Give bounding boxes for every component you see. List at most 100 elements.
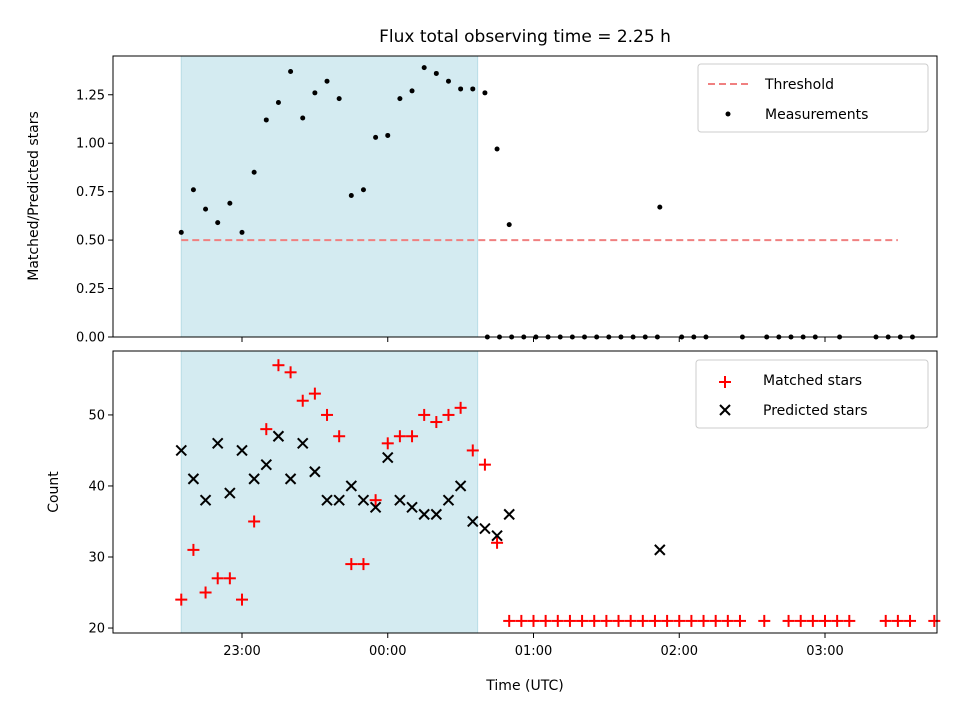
measurement-point	[300, 115, 306, 121]
matched-stars-point	[393, 430, 406, 443]
measurement-point	[190, 187, 196, 193]
measurement-point	[336, 96, 342, 102]
measurement-point	[482, 90, 488, 96]
matched-stars-point	[600, 614, 613, 627]
predicted-stars-point	[260, 458, 272, 471]
predicted-stars-point	[199, 494, 212, 506]
predicted-stars-point	[418, 508, 430, 521]
measurement-point	[324, 78, 330, 84]
measurement-point	[397, 96, 403, 102]
chart-title: Flux total observing time = 2.25 h	[379, 27, 671, 47]
predicted-stars-point	[491, 529, 503, 542]
matched-stars-point	[381, 437, 394, 450]
ratio-y-axis-label: Matched/Predicted stars	[26, 111, 42, 281]
count-panel-frame	[112, 350, 938, 634]
matched-stars-point	[539, 614, 552, 627]
predicted-stars-point	[333, 494, 345, 506]
matched-stars-point	[175, 593, 188, 606]
matched-stars-point	[563, 614, 576, 627]
matched-stars-point	[806, 614, 819, 627]
matched-stars-point	[272, 359, 285, 372]
matched-stars-point	[406, 430, 419, 443]
measurement-point	[445, 78, 451, 84]
predicted-stars-point	[406, 501, 418, 513]
predicted-legend-label: Predicted stars	[763, 403, 868, 419]
matched-stars-point	[758, 614, 771, 627]
measurement-point	[373, 134, 379, 140]
y-tick-label: 30	[88, 550, 105, 565]
matched-stars-point	[928, 614, 941, 627]
count-x-ticks: 23:00 00:00 01:00 02:00 03:00	[223, 633, 844, 659]
measurement-point	[409, 88, 415, 94]
matched-stars-point	[321, 408, 334, 421]
predicted-stars-point	[248, 473, 260, 485]
matched-stars-point	[648, 614, 661, 627]
y-tick-label: 20	[88, 622, 105, 637]
matched-legend-label: Matched stars	[763, 373, 862, 389]
matched-stars-point	[831, 614, 844, 627]
predicted-stars-point	[654, 544, 666, 556]
matched-stars-point	[685, 614, 698, 627]
predicted-stars-point	[503, 508, 515, 521]
count-y-ticks: 20 30 40 50	[88, 408, 113, 637]
predicted-stars-point	[224, 487, 236, 499]
predicted-stars-point	[284, 473, 297, 485]
count-panel: 20 30 40 50 23:00 00:00 01:00 02:00 03:00 Count…	[46, 350, 941, 694]
x-axis-label: Time (UTC)	[485, 678, 563, 694]
x-tick-label: 03:00	[806, 644, 843, 659]
predicted-stars-point	[272, 430, 285, 442]
predicted-stars-point	[467, 515, 479, 528]
predicted-stars-point	[297, 437, 309, 450]
count-y-axis-label: Count	[46, 471, 62, 513]
matched-stars-point	[308, 387, 321, 400]
matched-stars-point	[721, 614, 734, 627]
y-tick-label: 50	[88, 408, 105, 423]
matched-stars-point	[357, 558, 370, 571]
predicted-legend-marker	[719, 404, 731, 416]
matched-stars-point	[466, 444, 479, 457]
predicted-stars-point	[321, 494, 333, 506]
measurement-point	[470, 86, 476, 92]
matched-legend-marker	[719, 376, 731, 388]
measurement-point	[657, 204, 663, 210]
matched-stars-point	[819, 614, 831, 627]
matched-stars-point	[296, 394, 309, 407]
matched-stars-point	[697, 614, 710, 627]
matched-stars-point	[333, 430, 346, 443]
predicted-stars-point	[479, 522, 491, 535]
measurement-point	[178, 229, 184, 235]
y-tick-label: 40	[88, 479, 105, 494]
matched-stars-point	[904, 614, 917, 627]
matched-stars-point	[478, 458, 491, 471]
matched-stars-point	[442, 408, 455, 421]
predicted-stars-point	[212, 437, 224, 450]
y-tick-label: 0.25	[76, 282, 105, 297]
x-tick-label: 00:00	[369, 644, 406, 659]
matched-stars-point	[515, 614, 528, 627]
y-tick-label: 0.00	[76, 331, 105, 346]
measurement-point	[385, 132, 391, 138]
measurements-legend-label: Measurements	[765, 107, 868, 123]
matched-stars-point	[454, 401, 467, 414]
matched-stars-point	[636, 614, 649, 627]
y-tick-label: 1.00	[76, 137, 105, 152]
predicted-stars-point	[369, 501, 382, 513]
matched-stars-point	[503, 614, 516, 627]
matched-stars-point	[211, 572, 224, 585]
predicted-stars-point	[236, 444, 248, 457]
measurement-point	[263, 117, 269, 123]
measurement-point	[433, 70, 439, 76]
matched-stars-point	[345, 558, 358, 571]
measurements-legend-marker	[725, 111, 731, 117]
matched-stars-point	[673, 614, 686, 627]
measurement-point	[227, 200, 233, 206]
ratio-y-ticks: 0.00 0.25 0.50 0.75 1.00 1.25	[76, 88, 113, 346]
measurement-point	[421, 65, 427, 71]
predicted-stars-point	[187, 473, 200, 485]
ratio-panel-frame	[112, 55, 938, 338]
ratio-x-ticks	[241, 337, 826, 342]
count-points	[175, 359, 941, 627]
matched-stars-point	[260, 423, 273, 436]
predicted-stars-point	[454, 480, 467, 492]
measurement-point	[203, 206, 209, 212]
